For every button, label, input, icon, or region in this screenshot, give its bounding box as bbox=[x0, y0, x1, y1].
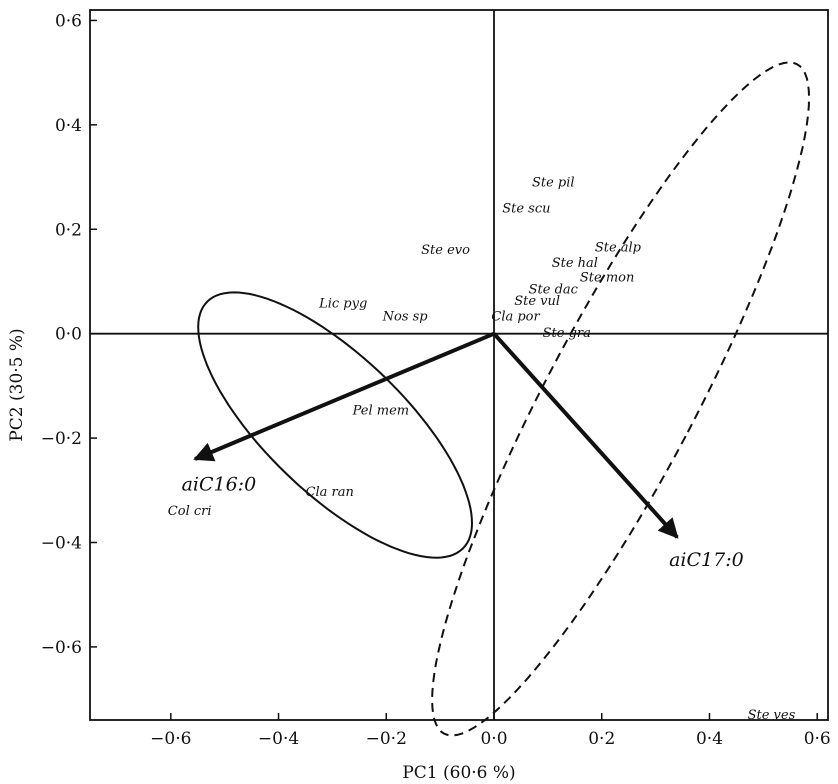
y-tick-label: −0·4 bbox=[41, 534, 82, 554]
vector-label: aiC17:0 bbox=[669, 549, 744, 571]
species-label: Ste gra bbox=[543, 326, 591, 341]
species-label: Pel mem bbox=[352, 403, 410, 418]
x-axis-ticks: −0·6 −0·4 −0·2 0·0 0·2 0·4 0·6 bbox=[150, 713, 831, 749]
y-axis-ticks: 0·6 0·4 0·2 0·0 −0·2 −0·4 −0·6 bbox=[41, 11, 97, 658]
x-tick-label: −0·4 bbox=[258, 729, 299, 749]
species-label: Ste scu bbox=[502, 201, 550, 216]
species-label: Ste vul bbox=[514, 294, 560, 309]
x-tick-label: 0·0 bbox=[480, 729, 507, 749]
x-tick-label: −0·2 bbox=[366, 729, 407, 749]
x-tick-label: 0·4 bbox=[696, 729, 723, 749]
species-label: Ste pil bbox=[532, 175, 575, 190]
species-label: Ste ves bbox=[748, 708, 796, 723]
species-label: Cla por bbox=[491, 309, 540, 324]
species-label: Ste dac bbox=[529, 282, 579, 297]
y-tick-label: 0·0 bbox=[55, 325, 82, 345]
species-label: Col cri bbox=[168, 504, 212, 519]
species-label: Nos sp bbox=[382, 309, 429, 324]
vector-label: aiC16:0 bbox=[182, 473, 257, 495]
x-axis-title: PC1 (60·6 %) bbox=[402, 763, 515, 783]
species-label: Ste alp bbox=[595, 241, 642, 256]
y-tick-label: −0·6 bbox=[41, 638, 82, 658]
species-label: Ste hal bbox=[552, 256, 598, 271]
y-tick-label: 0·4 bbox=[55, 116, 82, 136]
y-tick-label: 0·2 bbox=[55, 220, 82, 240]
species-label: Ste mon bbox=[580, 270, 634, 285]
vector-arrow-aiC16:0 bbox=[193, 331, 495, 462]
x-tick-label: 0·2 bbox=[588, 729, 615, 749]
y-tick-label: 0·6 bbox=[55, 11, 82, 31]
plot-frame bbox=[89, 9, 829, 721]
species-label: Cla ran bbox=[306, 485, 354, 500]
vector-arrow-aiC17:0 bbox=[492, 332, 679, 539]
loading-vectors: aiC16:0 aiC17:0 bbox=[182, 331, 744, 571]
dashed-group-ellipse bbox=[431, 61, 811, 737]
x-tick-label: 0·6 bbox=[804, 729, 831, 749]
solid-group-ellipse bbox=[197, 291, 474, 559]
y-axis-title: PC2 (30·5 %) bbox=[7, 328, 27, 441]
y-tick-label: −0·2 bbox=[41, 429, 82, 449]
group-ellipses bbox=[197, 61, 811, 737]
species-label: Lic pyg bbox=[318, 296, 367, 311]
x-tick-label: −0·6 bbox=[150, 729, 191, 749]
species-label: Ste evo bbox=[421, 243, 470, 258]
zero-lines bbox=[90, 10, 828, 720]
